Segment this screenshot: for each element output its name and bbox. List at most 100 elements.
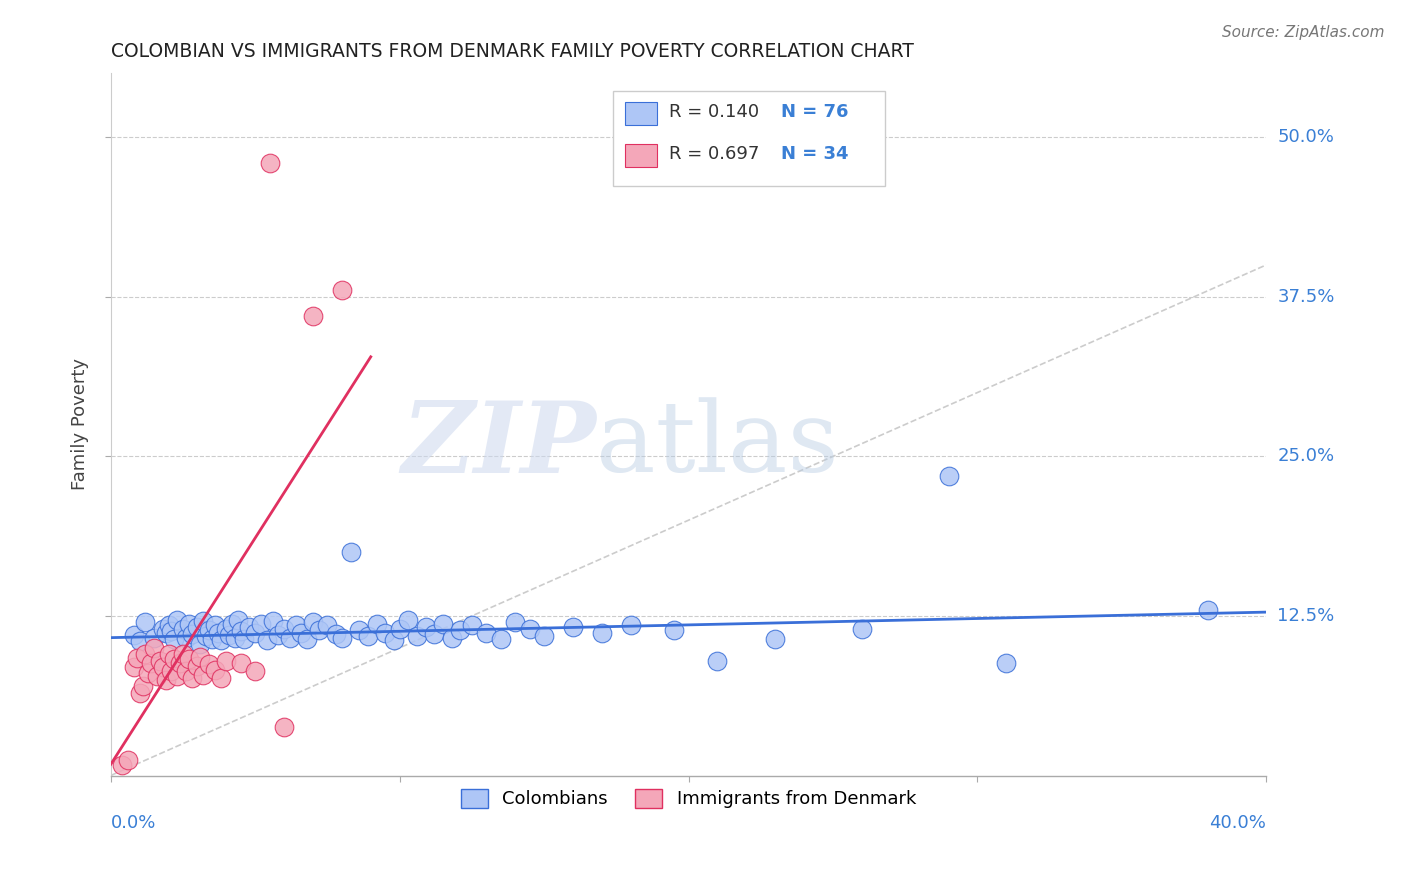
Point <box>215 622 238 636</box>
Bar <box>626 145 658 167</box>
Point <box>157 647 180 661</box>
Text: Source: ZipAtlas.com: Source: ZipAtlas.com <box>1222 25 1385 40</box>
Point <box>396 613 419 627</box>
Point <box>193 614 215 628</box>
Text: R = 0.140: R = 0.140 <box>669 103 759 121</box>
Point <box>449 623 471 637</box>
Point <box>432 616 454 631</box>
Point <box>186 620 208 634</box>
Y-axis label: Family Poverty: Family Poverty <box>72 359 89 491</box>
Point <box>267 628 290 642</box>
Point <box>160 664 183 678</box>
Point <box>169 656 191 670</box>
Point <box>357 629 380 643</box>
Text: 12.5%: 12.5% <box>1278 607 1334 625</box>
Bar <box>613 91 884 186</box>
Point <box>325 627 347 641</box>
Point <box>461 618 484 632</box>
Point <box>851 622 873 636</box>
Point <box>330 631 353 645</box>
Point <box>131 679 153 693</box>
Point <box>250 616 273 631</box>
Point <box>146 669 169 683</box>
Point <box>256 633 278 648</box>
Point <box>562 620 585 634</box>
Point <box>128 634 150 648</box>
Point <box>186 658 208 673</box>
Point <box>475 625 498 640</box>
Text: 0.0%: 0.0% <box>111 814 156 832</box>
Text: 25.0%: 25.0% <box>1278 448 1334 466</box>
Text: 40.0%: 40.0% <box>1209 814 1267 832</box>
Point <box>125 651 148 665</box>
Text: ZIP: ZIP <box>401 397 596 494</box>
Point <box>290 625 312 640</box>
Point <box>204 618 226 632</box>
Point <box>382 633 405 648</box>
Point <box>662 623 685 637</box>
Point <box>180 672 202 686</box>
Point <box>207 625 229 640</box>
Point <box>302 615 325 630</box>
Point <box>415 620 437 634</box>
Point <box>174 664 197 678</box>
Point <box>195 629 218 643</box>
Point <box>204 663 226 677</box>
Point <box>128 685 150 699</box>
Point <box>122 660 145 674</box>
Point <box>763 632 786 646</box>
Point <box>134 615 156 630</box>
Point <box>177 616 200 631</box>
Text: COLOMBIAN VS IMMIGRANTS FROM DENMARK FAMILY POVERTY CORRELATION CHART: COLOMBIAN VS IMMIGRANTS FROM DENMARK FAM… <box>111 42 914 61</box>
Point <box>503 615 526 630</box>
Point <box>193 667 215 681</box>
Text: atlas: atlas <box>596 398 839 493</box>
Point <box>330 284 353 298</box>
Point <box>155 673 177 687</box>
Point <box>347 623 370 637</box>
Point <box>201 632 224 646</box>
Point <box>188 637 211 651</box>
Point <box>122 628 145 642</box>
Point <box>440 631 463 645</box>
Point <box>366 616 388 631</box>
Point <box>262 614 284 628</box>
Point <box>163 632 186 646</box>
Point <box>209 672 232 686</box>
Point <box>1198 602 1220 616</box>
Point <box>143 631 166 645</box>
Point <box>188 649 211 664</box>
Point <box>229 656 252 670</box>
Point <box>166 669 188 683</box>
Point <box>111 758 134 772</box>
Point <box>489 632 512 646</box>
Text: R = 0.697: R = 0.697 <box>669 145 759 163</box>
Point <box>388 622 411 636</box>
Point <box>172 622 194 636</box>
Point <box>180 627 202 641</box>
Point <box>117 753 139 767</box>
Point <box>141 656 163 670</box>
Point <box>177 652 200 666</box>
Point <box>295 632 318 646</box>
Point <box>245 625 267 640</box>
Point <box>423 627 446 641</box>
Point <box>218 628 240 642</box>
Point <box>157 618 180 632</box>
Point <box>166 613 188 627</box>
Point <box>221 616 243 631</box>
Point <box>273 720 295 734</box>
Point <box>591 625 613 640</box>
Point <box>160 624 183 639</box>
Point <box>339 545 361 559</box>
Point <box>143 640 166 655</box>
Point <box>620 618 643 632</box>
Point <box>229 624 252 639</box>
Point <box>134 647 156 661</box>
Bar <box>626 103 658 125</box>
Point <box>155 625 177 640</box>
Point <box>232 632 254 646</box>
Point <box>533 629 555 643</box>
Point <box>149 654 172 668</box>
Point <box>152 622 174 636</box>
